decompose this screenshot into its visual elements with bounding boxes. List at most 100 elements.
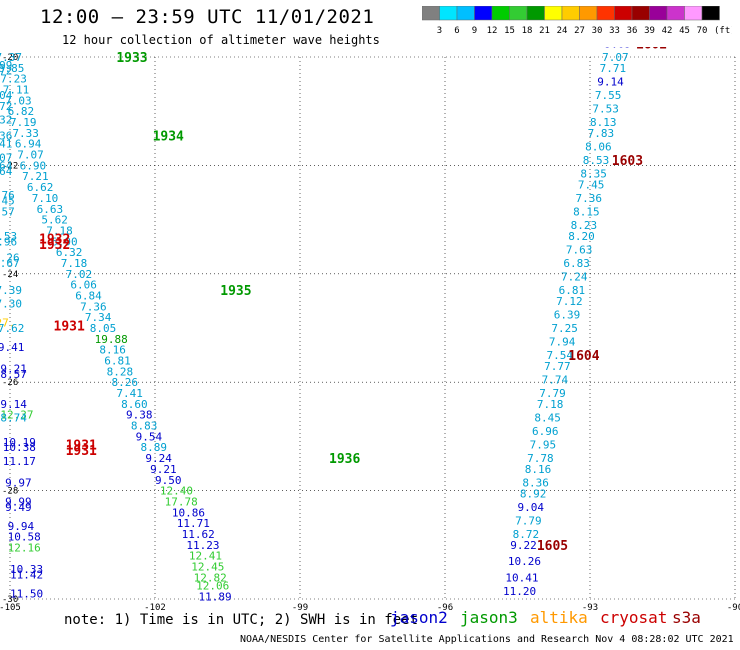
swh-data-label: 9.99 xyxy=(5,495,32,508)
colorbar-tick-label: 70 xyxy=(697,26,708,36)
swh-data-label: 7.37 xyxy=(0,51,22,64)
swh-data-label: 9.41 xyxy=(0,341,24,354)
swh-data-label: 17.78 xyxy=(165,495,198,508)
swh-data-label: 9.54 xyxy=(136,430,163,443)
swh-data-label: 7.71 xyxy=(600,62,627,75)
pass-time-label: 1935 xyxy=(220,284,251,299)
swh-data-label: 7.39 xyxy=(0,284,22,297)
swh-data-label: 10.26 xyxy=(508,555,541,568)
swh-data-label: 7.55 xyxy=(595,89,622,102)
swh-data-label: 7.25 xyxy=(551,322,578,335)
swh-data-label: 7.53 xyxy=(592,102,619,115)
swh-data-label: 12.40 xyxy=(160,485,193,498)
swh-data-label: 7.64 xyxy=(0,159,13,172)
swh-data-label: 10.19 xyxy=(3,436,36,449)
swh-data-label: 7.33 xyxy=(12,127,39,140)
swh-data-label: 8.89 xyxy=(141,441,168,454)
swh-data-label: 6.81 xyxy=(559,284,586,297)
swh-data-label: 7.54 xyxy=(547,349,574,362)
legend-item-jason3: jason3 xyxy=(460,608,518,627)
swh-data-label: 7.36 xyxy=(80,300,107,313)
pass-time-label: 1931 xyxy=(66,444,97,459)
swh-data-label: 6.90 xyxy=(20,159,46,172)
swh-data-label: 7.21 xyxy=(22,170,49,183)
colorbar-tick-label: 45 xyxy=(679,26,690,36)
swh-data-label: 7.41 xyxy=(116,387,143,400)
swh-data-label: 8.20 xyxy=(568,230,595,243)
swh-data-label: 6.32 xyxy=(56,246,83,259)
colorbar-tick-label: 39 xyxy=(644,26,655,36)
swh-data-label: 12.82 xyxy=(194,571,227,584)
pass-time-label: 1932 xyxy=(39,233,70,248)
colorbar-tick-label: 18 xyxy=(522,26,533,36)
x-tick-label: -96 xyxy=(437,603,453,613)
x-tick-label: -93 xyxy=(582,603,598,613)
swh-data-label: 7.07 xyxy=(17,149,44,162)
units-note: note: 1) Time is in UTC; 2) SWH is in fe… xyxy=(64,612,419,628)
swh-data-label: 6.94 xyxy=(15,138,42,151)
swh-data-label: 8.57 xyxy=(0,368,27,381)
swh-data-label: 7.12 xyxy=(556,295,583,308)
swh-data-label: 27. xyxy=(0,317,15,330)
y-tick-label: -22 xyxy=(2,161,18,171)
legend-item-cryosat: cryosat xyxy=(600,608,668,627)
swh-data-label: 11.50 xyxy=(10,588,43,601)
swh-data-label: 6.90 xyxy=(51,235,77,248)
swh-data-label: 9.21 xyxy=(150,463,177,476)
colorbar-tick-label: 3 xyxy=(437,26,442,36)
swh-data-label: 9.04 xyxy=(518,501,545,514)
swh-data-label: 10.87 xyxy=(12,615,45,620)
swh-data-label: 6.96 xyxy=(532,425,559,438)
swh-data-label: 6.72 xyxy=(0,100,12,113)
y-tick-label: -30 xyxy=(2,595,18,605)
swh-data-label: 7.79 xyxy=(515,514,542,527)
swh-data-label: 9.14 xyxy=(597,75,624,88)
swh-data-label: 9.24 xyxy=(145,452,172,465)
swh-data-label: 11.42 xyxy=(10,569,43,582)
swh-data-label: 7.18 xyxy=(46,224,73,237)
swh-data-label: 6.76 xyxy=(0,189,15,202)
swh-data-label: 7.26 xyxy=(0,252,20,265)
swh-data-label: 6.99 xyxy=(0,59,12,72)
colorbar-tick-label: 9 xyxy=(472,26,477,36)
colorbar-tick-label: 24 xyxy=(557,26,568,36)
swh-data-label: 7.94 xyxy=(549,336,576,349)
swh-data-label: 6.06 xyxy=(70,279,97,292)
swh-data-label: 8.45 xyxy=(534,411,561,424)
swh-data-label: 9.94 xyxy=(8,520,35,533)
swh-data-label: 7.78 xyxy=(527,452,554,465)
swh-data-label: 8.15 xyxy=(573,205,600,218)
swh-data-label: 10.38 xyxy=(3,441,36,454)
x-tick-label: -99 xyxy=(292,603,308,613)
y-tick-label: -28 xyxy=(2,487,18,497)
swh-data-label: 7.03 xyxy=(5,94,32,107)
swh-data-label: 7.34 xyxy=(85,311,112,324)
colorbar-tick-label: 30 xyxy=(592,26,603,36)
colorbar-swatch xyxy=(701,6,720,21)
swh-data-label: 6.83 xyxy=(563,257,590,270)
swh-data-label: 11.23 xyxy=(186,539,219,552)
swh-data-label: 7.45 xyxy=(578,178,605,191)
swh-data-label: 8.74 xyxy=(0,411,27,424)
pass-time-label: 1603 xyxy=(612,154,643,169)
swh-data-label: 8.83 xyxy=(131,420,158,433)
swh-data-label: 8.35 xyxy=(580,168,607,181)
swh-data-label: 6.57 xyxy=(0,205,15,218)
swh-data-label: 9.09 xyxy=(605,37,632,50)
swh-data-label: 7.24 xyxy=(561,271,588,284)
legend-item-jason2: jason2 xyxy=(390,608,448,627)
swh-data-label: 8.60 xyxy=(121,398,147,411)
swh-data-label: 7.10 xyxy=(32,192,59,205)
swh-data-label: 12.45 xyxy=(191,560,224,573)
pass-time-label: 1931 xyxy=(54,319,85,334)
swh-data-label: 6.04 xyxy=(0,89,13,102)
swh-data-label: 10.41 xyxy=(505,571,538,584)
swh-data-label: 6.41 xyxy=(0,138,12,151)
swh-data-label: 8.16 xyxy=(525,463,552,476)
y-tick-label: -24 xyxy=(2,270,18,280)
swh-data-label: 9.21 xyxy=(0,363,27,376)
colorbar-tick-label: 6 xyxy=(454,26,459,36)
swh-data-label: 12.41 xyxy=(189,550,222,563)
swh-data-label: 6.81 xyxy=(104,355,131,368)
